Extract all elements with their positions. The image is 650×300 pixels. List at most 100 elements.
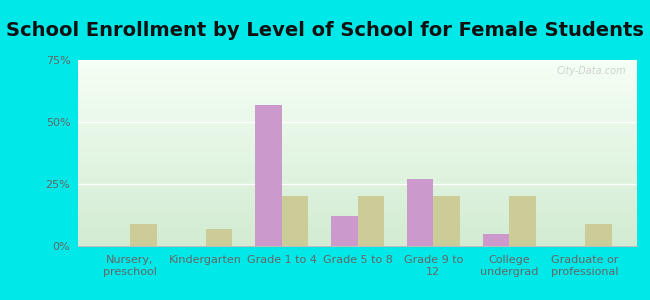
Bar — [78, 190, 637, 192]
Bar — [78, 187, 637, 188]
Bar — [78, 160, 637, 162]
Bar — [78, 155, 637, 157]
Bar — [78, 144, 637, 146]
Bar — [78, 157, 637, 159]
Bar — [78, 175, 637, 177]
Bar — [78, 153, 637, 155]
Bar — [407, 179, 434, 246]
Bar — [78, 170, 637, 172]
Bar — [78, 183, 637, 184]
Bar — [78, 237, 637, 239]
Bar — [78, 62, 637, 64]
Bar — [483, 234, 509, 246]
Bar — [78, 123, 637, 125]
Bar — [78, 82, 637, 84]
Bar — [78, 238, 637, 240]
Bar — [78, 90, 637, 92]
Bar — [78, 188, 637, 190]
Bar — [78, 95, 637, 97]
Bar — [78, 68, 637, 69]
Bar — [281, 196, 308, 246]
Bar — [78, 75, 637, 77]
Bar — [78, 233, 637, 235]
Bar — [78, 86, 637, 88]
Bar — [78, 147, 637, 149]
Bar — [78, 200, 637, 201]
Bar — [585, 224, 612, 246]
Bar — [78, 138, 637, 140]
Bar — [78, 118, 637, 119]
Bar — [78, 220, 637, 222]
Bar — [78, 222, 637, 224]
Text: City-Data.com: City-Data.com — [556, 66, 626, 76]
Bar — [78, 127, 637, 129]
Bar — [78, 131, 637, 133]
Bar — [78, 205, 637, 207]
Bar — [78, 209, 637, 211]
Bar — [78, 140, 637, 142]
Bar — [78, 94, 637, 95]
Bar — [78, 196, 637, 198]
Bar — [78, 244, 637, 246]
Bar — [78, 77, 637, 79]
Bar — [78, 71, 637, 73]
Bar — [78, 133, 637, 134]
Bar — [331, 216, 358, 246]
Bar — [78, 73, 637, 75]
Bar — [78, 173, 637, 175]
Bar — [78, 142, 637, 144]
Bar — [78, 184, 637, 187]
Bar — [78, 229, 637, 231]
Bar — [78, 226, 637, 227]
Bar — [78, 211, 637, 212]
Bar — [78, 216, 637, 218]
Bar — [78, 224, 637, 226]
Bar — [78, 151, 637, 153]
Bar — [78, 66, 637, 68]
Bar — [78, 235, 637, 237]
Bar — [78, 84, 637, 86]
Bar — [78, 242, 637, 244]
Bar — [78, 172, 637, 173]
Bar — [78, 181, 637, 183]
Bar — [78, 214, 637, 216]
Bar — [78, 179, 637, 181]
Bar — [78, 64, 637, 66]
Bar — [78, 122, 637, 123]
Bar — [78, 194, 637, 196]
Bar — [78, 146, 637, 147]
Bar — [78, 125, 637, 127]
Bar — [509, 196, 536, 246]
Bar — [78, 168, 637, 170]
Bar — [78, 149, 637, 151]
Bar — [78, 60, 637, 62]
Bar — [78, 166, 637, 168]
Bar — [78, 240, 637, 242]
Bar — [78, 231, 637, 233]
Bar — [78, 69, 637, 71]
Text: School Enrollment by Level of School for Female Students: School Enrollment by Level of School for… — [6, 21, 644, 40]
Bar — [78, 203, 637, 205]
Bar — [78, 116, 637, 118]
Bar — [78, 129, 637, 131]
Bar — [78, 198, 637, 200]
Bar — [78, 103, 637, 105]
Bar — [78, 110, 637, 112]
Bar — [78, 108, 637, 110]
Bar — [78, 177, 637, 179]
Bar — [78, 92, 637, 94]
Bar — [78, 119, 637, 122]
Bar — [78, 114, 637, 116]
Bar — [78, 201, 637, 203]
Bar — [78, 207, 637, 209]
Bar — [78, 212, 637, 214]
Bar — [78, 227, 637, 229]
Bar — [78, 99, 637, 101]
Bar — [78, 105, 637, 106]
Bar — [78, 218, 637, 220]
Bar — [78, 162, 637, 164]
Bar — [78, 136, 637, 138]
Bar — [78, 159, 637, 161]
Bar — [78, 79, 637, 80]
Bar — [78, 101, 637, 103]
